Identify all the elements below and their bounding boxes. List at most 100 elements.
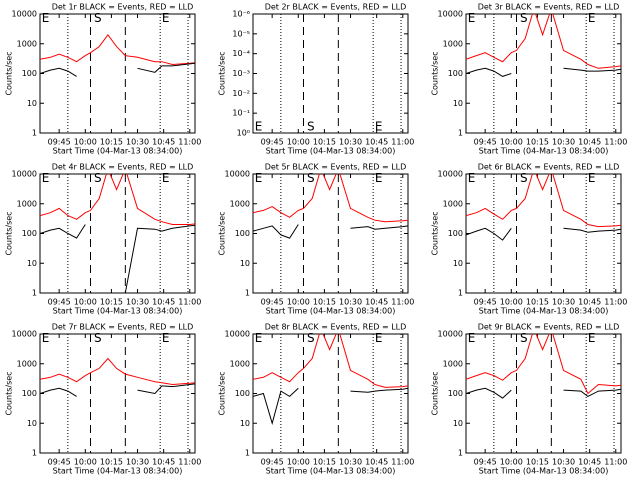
x-tick-label: 10:45: [365, 458, 388, 467]
annotation: S: [307, 120, 315, 134]
y-axis-label: Counts/sec: [431, 51, 440, 95]
series-line: [253, 387, 408, 426]
y-tick-label: 1000: [230, 359, 250, 368]
annotation: S: [520, 171, 528, 185]
y-tick-label: 10⁻³: [232, 69, 250, 78]
x-axis-label: Start Time (04-Mar-13 08:34:00): [479, 467, 609, 476]
plot-frame: [252, 173, 409, 294]
annotation: E: [255, 331, 263, 345]
series-line: [40, 357, 195, 386]
series-line: [466, 174, 621, 228]
x-tick-label: 10:15: [100, 458, 123, 467]
y-axis-label: Counts/sec: [218, 371, 227, 415]
annotation: E: [255, 120, 263, 134]
x-tick-label: 11:00: [604, 138, 627, 147]
x-axis-label: Start Time (04-Mar-13 08:34:00): [479, 307, 609, 316]
y-tick-label: 100: [22, 69, 37, 78]
x-tick-label: 09:45: [261, 458, 284, 467]
x-tick-label: 09:45: [48, 298, 71, 307]
y-tick-label: 1: [458, 129, 463, 138]
annotation: E: [588, 331, 596, 345]
series-line: [253, 174, 408, 223]
y-tick-label: 1000: [443, 39, 463, 48]
y-tick-label: 10⁻²: [232, 89, 250, 98]
y-tick-label: 1000: [17, 359, 37, 368]
x-tick-label: 10:30: [126, 458, 149, 467]
annotation: E: [375, 171, 383, 185]
chart-title: Det 4r BLACK = Events, RED = LLD: [52, 163, 194, 172]
y-tick-label: 100: [448, 69, 463, 78]
chart-title: Det 7r BLACK = Events, RED = LLD: [52, 323, 194, 332]
x-tick-label: 10:15: [313, 298, 336, 307]
annotation: E: [468, 331, 476, 345]
x-tick-label: 10:15: [100, 298, 123, 307]
x-tick-label: 10:30: [339, 458, 362, 467]
y-tick-label: 100: [22, 229, 37, 238]
y-tick-label: 10: [27, 259, 37, 268]
x-tick-label: 10:30: [552, 298, 575, 307]
y-tick-label: 10⁻⁵: [232, 29, 250, 38]
y-tick-label: 100: [448, 389, 463, 398]
x-tick-label: 10:15: [313, 458, 336, 467]
x-tick-label: 10:45: [578, 298, 601, 307]
x-tick-label: 10:30: [126, 138, 149, 147]
x-tick-label: 10:30: [339, 138, 362, 147]
x-tick-label: 10:00: [500, 138, 523, 147]
y-axis-label: Counts/sec: [5, 51, 14, 95]
x-tick-label: 10:00: [287, 458, 310, 467]
annotation: S: [520, 331, 528, 345]
y-axis-label: Counts/sec: [218, 211, 227, 255]
series-line: [253, 334, 408, 388]
annotation: E: [162, 331, 170, 345]
y-tick-label: 1000: [230, 199, 250, 208]
x-tick-label: 11:00: [178, 138, 201, 147]
x-tick-label: 11:00: [391, 458, 414, 467]
y-tick-label: 10⁻⁴: [232, 49, 250, 58]
series-line: [466, 14, 621, 69]
y-tick-label: 10000: [225, 330, 250, 339]
chart-title: Det 3r BLACK = Events, RED = LLD: [478, 3, 620, 12]
x-tick-label: 10:00: [287, 138, 310, 147]
y-tick-label: 10000: [438, 330, 463, 339]
x-tick-label: 10:00: [500, 458, 523, 467]
x-tick-label: 11:00: [604, 458, 627, 467]
panel: Det 5r BLACK = Events, RED = LLD Counts/s…: [218, 163, 415, 316]
x-tick-label: 11:00: [604, 298, 627, 307]
x-axis-label: Start Time (04-Mar-13 08:34:00): [266, 467, 396, 476]
chart-title: Det 2r BLACK = Events, RED = LLD: [265, 3, 407, 12]
x-axis-label: Start Time (04-Mar-13 08:34:00): [53, 467, 183, 476]
y-tick-label: 1: [32, 129, 37, 138]
x-tick-label: 10:15: [100, 138, 123, 147]
x-tick-label: 10:15: [526, 298, 549, 307]
x-tick-label: 11:00: [178, 298, 201, 307]
chart-title: Det 6r BLACK = Events, RED = LLD: [478, 163, 620, 172]
x-axis-label: Start Time (04-Mar-13 08:34:00): [266, 147, 396, 156]
x-tick-label: 10:15: [313, 138, 336, 147]
x-tick-label: 09:45: [474, 298, 497, 307]
y-tick-label: 1000: [443, 199, 463, 208]
y-tick-label: 10⁻⁶: [232, 10, 250, 19]
panel: Det 9r BLACK = Events, RED = LLD Counts/s…: [431, 323, 628, 476]
y-tick-label: 1: [458, 449, 463, 458]
y-tick-label: 10000: [12, 330, 37, 339]
series-line: [40, 383, 195, 397]
y-tick-label: 10⁰: [237, 129, 250, 138]
panel: Det 1r BLACK = Events, RED = LLD Counts/s…: [5, 3, 202, 156]
annotation: E: [42, 171, 50, 185]
series-line: [466, 67, 621, 77]
y-tick-label: 10000: [438, 170, 463, 179]
panel: Det 3r BLACK = Events, RED = LLD Counts/s…: [431, 3, 628, 156]
annotation: S: [94, 171, 102, 185]
annotation: E: [42, 11, 50, 25]
chart-title: Det 5r BLACK = Events, RED = LLD: [265, 163, 407, 172]
y-tick-label: 1: [245, 289, 250, 298]
annotation: E: [375, 120, 383, 134]
x-tick-label: 10:30: [339, 298, 362, 307]
x-tick-label: 09:45: [261, 138, 284, 147]
y-tick-label: 10: [453, 419, 463, 428]
annotation: S: [94, 331, 102, 345]
y-tick-label: 1: [32, 449, 37, 458]
y-tick-label: 1000: [17, 199, 37, 208]
x-axis-label: Start Time (04-Mar-13 08:34:00): [479, 147, 609, 156]
y-axis-label: Counts/sec: [5, 371, 14, 415]
